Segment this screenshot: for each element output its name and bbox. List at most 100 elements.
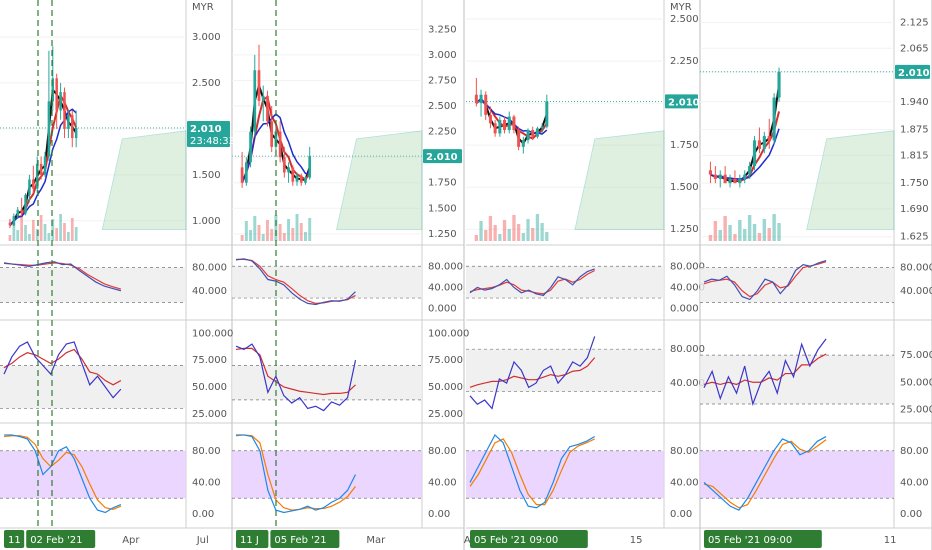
last-price-badge [423, 149, 462, 164]
price-tick-label: 2.750 [428, 75, 457, 86]
candle-body [713, 174, 717, 179]
oscillator-tick-label: 50.000 [192, 382, 227, 393]
volume-bar [747, 215, 752, 241]
volume-bar [16, 230, 20, 241]
candle-body [748, 166, 752, 175]
oscillator-main-line [3, 341, 122, 399]
ma-line-blue [475, 98, 548, 135]
candle-body [479, 94, 483, 104]
oscillator-band [0, 365, 186, 409]
candle-body [531, 130, 535, 137]
volume-bar [39, 215, 43, 241]
volume-bar [718, 230, 722, 241]
oscillator-tick-label: 40.000 [670, 282, 705, 293]
last-price-value: 2.010 [668, 97, 700, 108]
last-price-value: 2.010 [426, 152, 458, 163]
time-axis-label: 15 [630, 535, 643, 546]
oscillator-tick-label: 25.000 [428, 409, 463, 420]
candle-body [266, 95, 269, 122]
cloud-area [101, 130, 187, 231]
oscillator-tick-label: 40.00 [192, 477, 221, 488]
oscillator-signal-line [703, 353, 827, 386]
candle-body [767, 136, 771, 141]
candle-body [67, 115, 70, 129]
candle-body [752, 140, 757, 167]
price-tick-label: 1.875 [900, 125, 929, 136]
volume-bar [757, 233, 762, 241]
candle-body [28, 179, 31, 196]
candle-body [12, 216, 16, 226]
oscillator-tick-label: 25.000 [192, 409, 227, 420]
currency-unit-label: MYR [670, 2, 692, 13]
oscillator-band [466, 450, 664, 499]
oscillator-main-line [235, 258, 356, 306]
volume-bar [8, 235, 12, 241]
oscillator-signal-line [3, 262, 122, 290]
oscillator-tick-label: 25.000 [900, 404, 932, 415]
price-tick-label: 3.250 [428, 24, 457, 35]
candle-body [249, 131, 252, 163]
candle-body [270, 121, 274, 147]
volume-bar [512, 215, 516, 241]
candle-body [484, 94, 488, 115]
candle-body [743, 174, 747, 179]
volume-bar [488, 216, 493, 241]
volume-bar [479, 221, 483, 241]
candle-body [261, 95, 265, 101]
time-axis-label: 11 [884, 535, 897, 546]
last-price-value: 2.010 [898, 68, 930, 79]
price-tick-label: 1.000 [192, 216, 221, 227]
oscillator-band [700, 267, 894, 303]
candle-body [718, 174, 722, 179]
oscillator-main-line [703, 259, 827, 301]
time-badge-label: 11 [8, 535, 21, 546]
currency-unit-label: MYR [192, 2, 214, 13]
volume-bar [493, 225, 497, 241]
oscillator-tick-label: 40.000 [428, 282, 463, 293]
volume-bar [55, 228, 59, 241]
volume-bar [51, 219, 55, 241]
candle-body [299, 175, 303, 183]
volume-bar [70, 218, 74, 241]
oscillator-tick-label: 80.000 [670, 344, 705, 355]
volume-bar [521, 233, 525, 241]
time-badge [270, 530, 340, 548]
time-badge-label: 05 Feb '21 [274, 535, 326, 546]
oscillator-tick-label: 75.000 [428, 355, 463, 366]
time-axis-label: Apr [122, 535, 140, 546]
oscillator-tick-label: 80.000 [428, 261, 463, 272]
volume-bar [762, 219, 767, 241]
oscillator-tick-label: 80.00 [670, 446, 699, 457]
volume-bar [43, 224, 47, 241]
volume-bar [772, 214, 776, 241]
oscillator-tick-label: 80.00 [900, 446, 929, 457]
candle-body [244, 162, 248, 183]
candle-body [304, 177, 307, 183]
oscillator-tick-label: 40.00 [900, 477, 929, 488]
candle-body [71, 115, 74, 139]
oscillator-signal-line [703, 261, 827, 298]
candle-body [282, 157, 286, 173]
candle-body [493, 123, 497, 134]
oscillator-band [0, 267, 186, 303]
oscillator-band [466, 349, 664, 392]
candle-body [55, 78, 58, 111]
price-tick-label: 2.500 [428, 101, 457, 112]
candle-body [274, 131, 278, 147]
oscillator-tick-label: 80.000 [192, 263, 227, 274]
price-tick-label: 1.750 [428, 178, 457, 189]
oscillator-tick-label: 100.000 [428, 328, 469, 339]
volume-bar [287, 219, 291, 241]
candle-body [63, 92, 66, 129]
volume-bar [728, 225, 732, 241]
oscillator-tick-label: 0.00 [900, 509, 922, 520]
volume-bar [35, 229, 39, 241]
price-tick-label: 1.815 [900, 150, 929, 161]
chart-panel-4: 2.125 2.065 2.010 1.940 1.875 1.815 1.750 1.690… [700, 0, 932, 550]
oscillator-signal-line [3, 435, 122, 510]
oscillator-main-line [469, 268, 595, 297]
volume-bar [531, 228, 535, 241]
time-badge [4, 530, 25, 548]
oscillator-tick-label: 80.00 [428, 446, 457, 457]
